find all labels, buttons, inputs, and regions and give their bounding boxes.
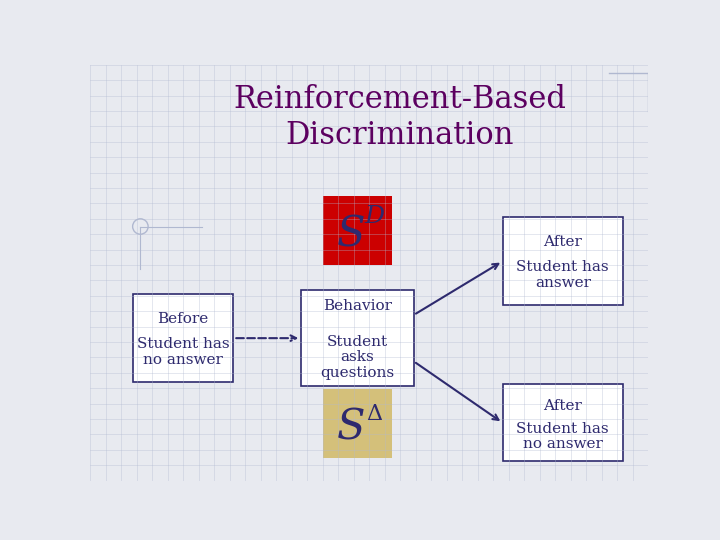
Text: Before: Before [158,312,209,326]
Text: no answer: no answer [523,437,603,451]
FancyBboxPatch shape [503,217,623,306]
Text: Reinforcement-Based: Reinforcement-Based [233,84,567,115]
Text: After: After [544,235,582,249]
FancyBboxPatch shape [301,290,413,386]
FancyBboxPatch shape [503,384,623,461]
Text: Δ: Δ [366,403,382,426]
Text: answer: answer [535,276,590,289]
FancyBboxPatch shape [323,195,392,265]
Text: Behavior: Behavior [323,299,392,313]
FancyBboxPatch shape [132,294,233,382]
Text: Discrimination: Discrimination [286,120,514,151]
Text: S: S [337,213,366,255]
Text: S: S [337,407,366,448]
Text: Student has: Student has [137,338,229,352]
Text: After: After [544,399,582,413]
Text: Student has: Student has [516,260,609,274]
Text: D: D [364,205,384,228]
Text: questions: questions [320,366,395,380]
Text: Student: Student [327,335,388,349]
Text: no answer: no answer [143,353,223,367]
Text: asks: asks [341,350,374,365]
Text: Student has: Student has [516,422,609,436]
FancyBboxPatch shape [323,389,392,458]
